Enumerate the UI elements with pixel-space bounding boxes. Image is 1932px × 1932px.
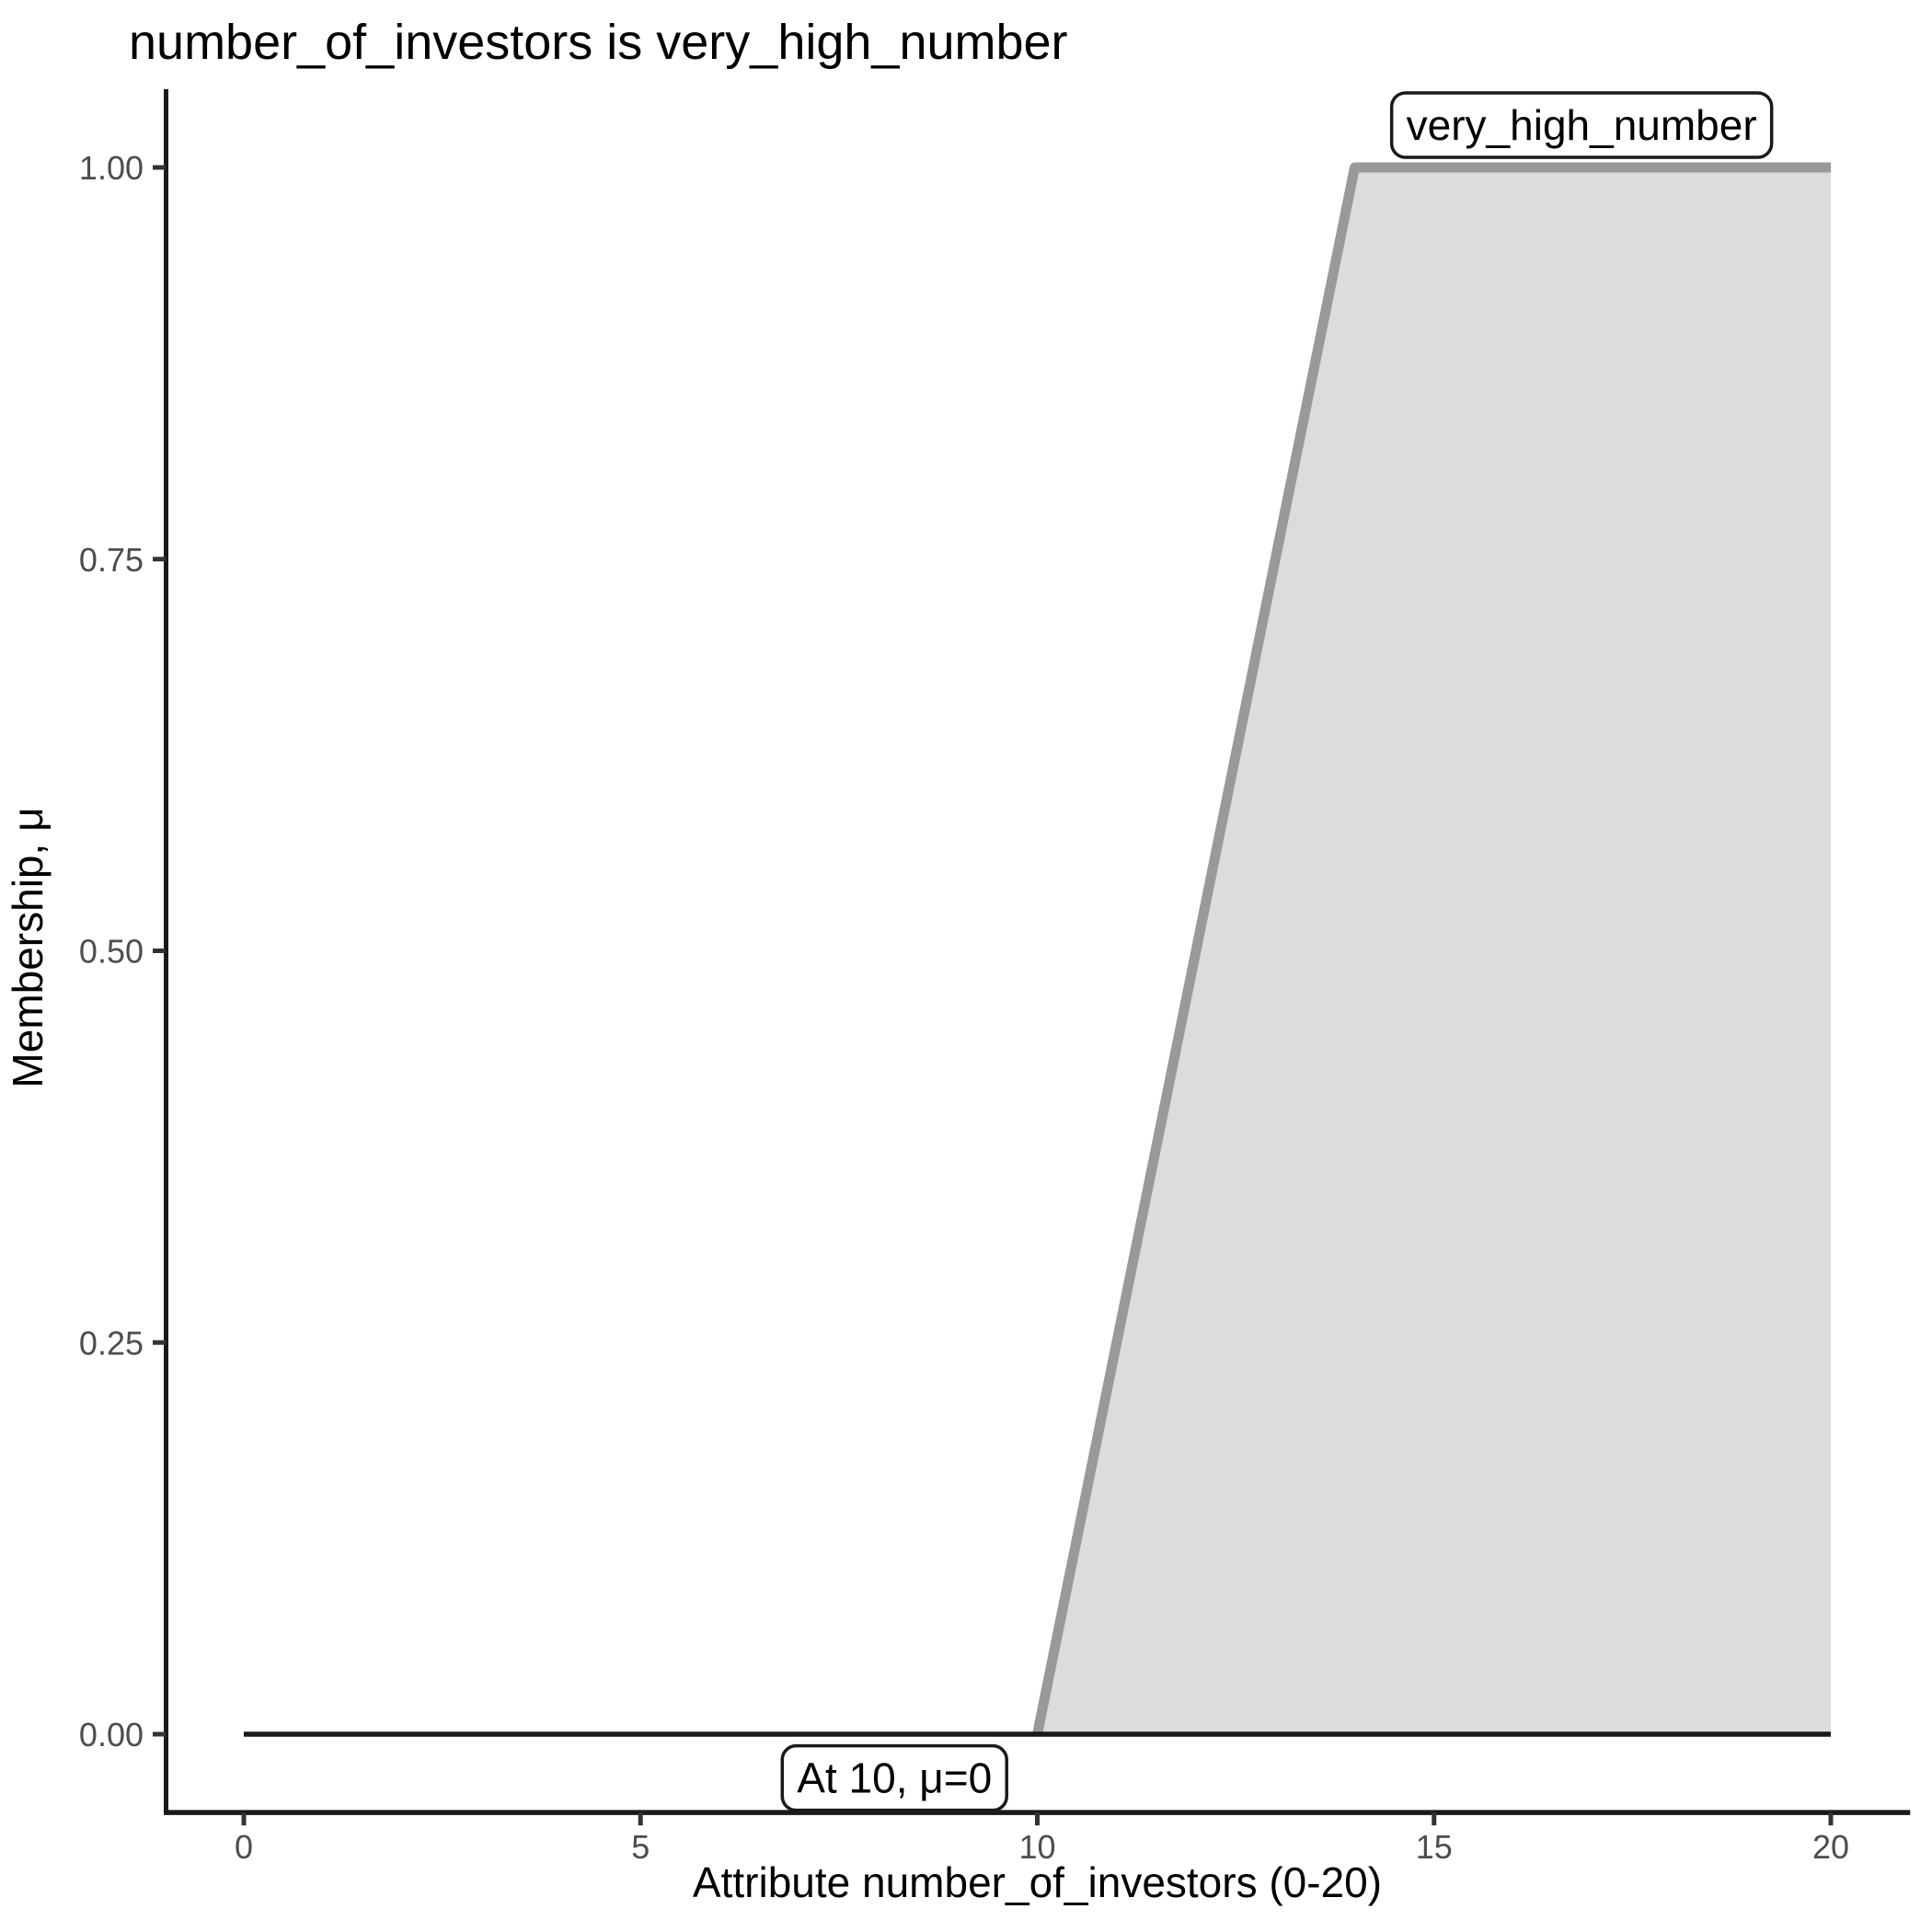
x-tick-label: 5: [631, 1828, 650, 1866]
annotation-box: [780, 1743, 1008, 1812]
y-axis-ticks: 0.00 0.25 0.50 0.75 1.00: [79, 149, 166, 1754]
x-axis-ticks: 0 5 10 15 20: [235, 1812, 1849, 1866]
x-tick-label: 10: [1018, 1828, 1055, 1866]
y-axis-title: Membership, μ: [4, 807, 52, 1087]
y-tick-label: 0.75: [79, 541, 144, 579]
membership-curve-line: [1032, 162, 1831, 1736]
y-tick-label: 0.25: [79, 1324, 144, 1362]
annotation-very-high-number: very_high_number: [1389, 91, 1774, 159]
plot-panel: [244, 162, 1831, 1737]
x-axis-title: Attribute number_of_investors (0-20): [693, 1858, 1382, 1906]
y-tick-label: 0.00: [79, 1716, 144, 1754]
y-tick-label: 1.00: [79, 149, 144, 187]
annotation-box: [1389, 91, 1774, 159]
x-tick-label: 0: [235, 1828, 253, 1866]
membership-area-fill: [1037, 167, 1831, 1734]
y-tick-label: 0.50: [79, 933, 144, 971]
x-tick-label: 20: [1812, 1828, 1849, 1866]
annotation-text: very_high_number: [1407, 101, 1757, 149]
annotation-at-10-mu-0: At 10, μ=0: [780, 1743, 1008, 1812]
annotation-text: At 10, μ=0: [797, 1754, 992, 1802]
x-tick-label: 15: [1416, 1828, 1453, 1866]
chart-title: number_of_investors is very_high_number: [129, 15, 1068, 70]
